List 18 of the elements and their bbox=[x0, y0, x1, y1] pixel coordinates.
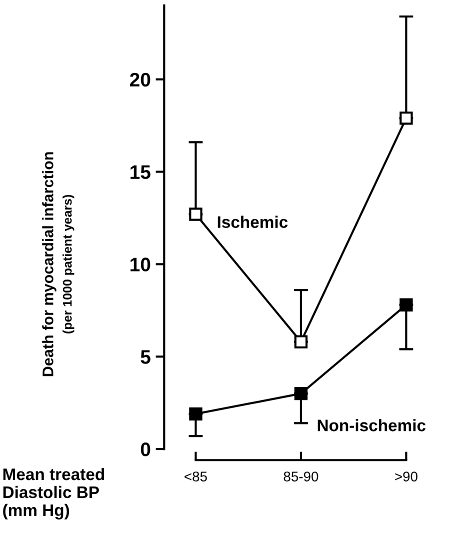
series-label: Non-ischemic bbox=[318, 419, 426, 432]
x-tick-label: <85 bbox=[184, 472, 207, 482]
x-tick-label: 85-90 bbox=[284, 472, 318, 482]
y-tick-label: 20 bbox=[130, 72, 150, 87]
point bbox=[400, 298, 413, 312]
series-label: Ischemic bbox=[218, 216, 288, 228]
y-axis-title: Death for myocardial infarction (per 1000 patient years) bbox=[42, 152, 74, 376]
point bbox=[294, 335, 308, 348]
point bbox=[294, 386, 308, 400]
y-tick-label: 10 bbox=[130, 258, 150, 272]
point bbox=[189, 407, 202, 421]
x-tick-label: >90 bbox=[395, 472, 418, 482]
point bbox=[400, 112, 413, 125]
point bbox=[189, 208, 202, 221]
y-tick-label: 0 bbox=[140, 442, 150, 456]
y-tick-label: 15 bbox=[130, 165, 150, 180]
y-tick-label: 5 bbox=[140, 350, 150, 364]
x-axis-title: Mean treated Diastolic BP (mm Hg) bbox=[3, 468, 104, 520]
